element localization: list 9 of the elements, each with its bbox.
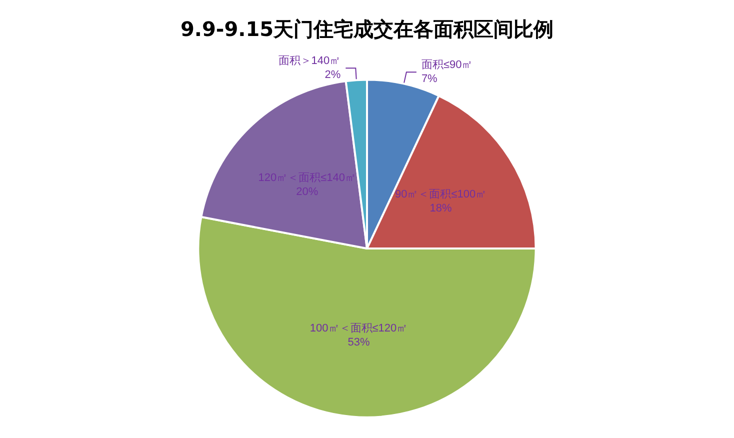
data-label: 2% [324, 69, 341, 82]
slice-label: 90㎡＜面积≤100㎡ [394, 188, 487, 201]
slice-label: 面积＞140㎡ [278, 55, 341, 68]
data-label: 53% [348, 336, 370, 349]
chart-title: 9.9-9.15天门住宅成交在各面积区间比例 [180, 17, 554, 41]
slice-label: 100㎡＜面积≤120㎡ [310, 322, 408, 335]
slice-label: 面积≤90㎡ [421, 59, 473, 72]
data-label: 18% [430, 202, 452, 215]
data-label: 7% [421, 73, 438, 86]
